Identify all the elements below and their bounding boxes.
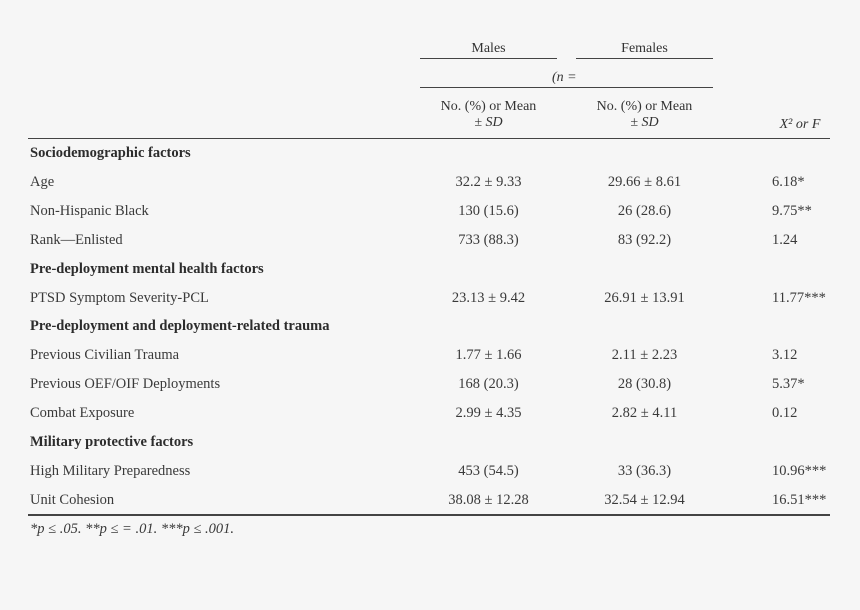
females-value: 28 (30.8): [617, 376, 672, 393]
females-value: 26 (28.6): [617, 202, 672, 219]
males-value: 38.08 ± 12.28: [448, 491, 529, 508]
n-underline: [420, 87, 713, 88]
females-col-header-line1: No. (%) or Mean: [596, 99, 693, 114]
males-value: 23.13 ± 9.42: [451, 289, 526, 306]
row-label: Age: [30, 173, 55, 190]
row-label: Unit Cohesion: [30, 491, 115, 508]
stat-value: 16.51***: [772, 491, 827, 508]
males-value: 32.2 ± 9.33: [455, 173, 522, 190]
section-heading: Pre-deployment and deployment-related tr…: [30, 318, 330, 335]
females-value: 29.66 ± 8.61: [607, 173, 682, 190]
stat-value: 0.12: [772, 405, 798, 422]
stat-value: 6.18*: [772, 173, 805, 190]
row-label: Rank—Enlisted: [30, 231, 123, 248]
males-group-header: Males: [471, 41, 506, 56]
section-heading: Sociodemographic factors: [30, 145, 191, 161]
females-value: 83 (92.2): [617, 231, 672, 248]
row-label: Previous Civilian Trauma: [30, 347, 180, 364]
stat-value: 10.96***: [772, 462, 827, 479]
males-value: 130 (15.6): [458, 202, 519, 219]
row-label: PTSD Symptom Severity-PCL: [30, 289, 209, 306]
row-label: Non-Hispanic Black: [30, 202, 149, 219]
males-col-header-line1: No. (%) or Mean: [440, 99, 537, 114]
row-label: Combat Exposure: [30, 405, 135, 422]
males-value: 733 (88.3): [458, 231, 519, 248]
stat-value: 9.75**: [772, 202, 812, 219]
section-heading: Pre-deployment mental health factors: [30, 260, 264, 277]
stat-value: 11.77***: [772, 289, 826, 306]
females-value: 2.82 ± 4.11: [611, 405, 678, 422]
stat-value: 1.24: [772, 231, 798, 248]
females-value: 32.54 ± 12.94: [604, 491, 685, 508]
table-bottom-rule: [28, 514, 830, 516]
females-value: 2.11 ± 2.23: [611, 347, 678, 364]
section-heading: Military protective factors: [30, 434, 194, 450]
males-value: 2.99 ± 4.35: [455, 405, 522, 422]
males-col-header: No. (%) or Mean ± SD: [420, 99, 557, 131]
stat-value: 3.12: [772, 347, 798, 364]
females-group-header: Females: [621, 41, 668, 56]
females-value: 26.91 ± 13.91: [604, 289, 685, 306]
males-underline: [420, 58, 557, 59]
header-rule: [28, 138, 830, 139]
females-value: 33 (36.3): [617, 462, 672, 479]
stat-col-header-label: X² or F: [779, 117, 821, 132]
females-col-header: No. (%) or Mean ± SD: [576, 99, 713, 131]
stat-col-header: X² or F: [770, 117, 830, 133]
n-label: (n =: [552, 70, 577, 85]
footnote: *p ≤ .05. **p ≤ = .01. ***p ≤ .001.: [30, 521, 235, 537]
females-underline: [576, 58, 713, 59]
males-value: 1.77 ± 1.66: [455, 347, 522, 364]
row-label: High Military Preparedness: [30, 462, 191, 479]
row-label: Previous OEF/OIF Deployments: [30, 376, 221, 393]
males-col-header-line2: ± SD: [474, 115, 503, 130]
stat-value: 5.37*: [772, 376, 805, 393]
males-value: 453 (54.5): [458, 462, 519, 479]
males-value: 168 (20.3): [458, 376, 519, 393]
females-col-header-line2: ± SD: [630, 115, 659, 130]
